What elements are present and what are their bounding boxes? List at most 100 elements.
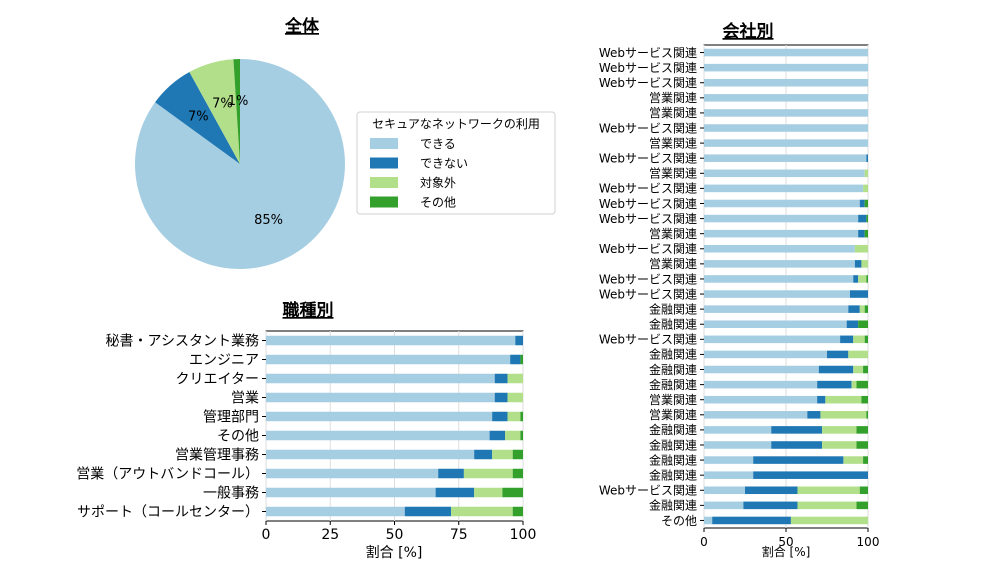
bar-segment (797, 486, 860, 495)
pie-labels: 85%7%7%1% (188, 94, 283, 228)
bar-segment (848, 350, 868, 359)
pie-value-label-0: 85% (254, 213, 283, 228)
overall-pie-chart: 全体 85%7%7%1% (135, 16, 346, 269)
category-label: 金融関連 (649, 317, 697, 332)
legend-swatch-2 (370, 177, 398, 188)
bar-segment (704, 260, 855, 268)
category-label: 営業関連 (649, 257, 697, 271)
category-label: その他 (217, 429, 259, 445)
bar-segment (704, 320, 847, 329)
bar-segment (704, 275, 854, 283)
bar-segment (848, 305, 860, 313)
bar-segment (856, 380, 868, 389)
bar-segment (704, 48, 868, 57)
bar-segment (820, 411, 867, 419)
bar-segment (822, 426, 857, 434)
bar-segment (797, 501, 857, 510)
category-label: 金融関連 (649, 452, 697, 467)
legend-title: セキュアなネットワークの利用 (372, 117, 540, 131)
bar-segment (704, 365, 819, 374)
bar-segment (266, 487, 436, 498)
category-label: 秘書・アシスタント業務 (106, 334, 259, 350)
pie-slice-0 (135, 59, 346, 269)
by-company-bar-chart: 会社別 Webサービス関連Webサービス関連Webサービス関連営業関連営業関連W… (599, 21, 880, 559)
bar-segment (704, 94, 868, 102)
category-label: 営業関連 (649, 106, 697, 120)
bar-segment (856, 426, 868, 434)
bar-segment (704, 305, 849, 313)
by-company-x-ticks: 0 50 100 (700, 528, 879, 549)
bar-segment (846, 320, 859, 329)
bar-segment (807, 411, 821, 419)
legend-swatch-3 (370, 196, 398, 208)
bar-segment (704, 471, 754, 479)
bar-segment (266, 335, 516, 346)
bar-segment (489, 430, 506, 441)
x-tick-label: 100 (510, 527, 537, 543)
bar-segment (510, 354, 521, 365)
bar-segment (520, 430, 523, 441)
bar-segment (859, 305, 865, 313)
pie-value-label-3: 1% (228, 94, 249, 109)
bar-segment (827, 350, 849, 359)
bar-segment (854, 244, 868, 253)
by-job-xlabel: 割合 [%] (366, 544, 423, 561)
category-label: 営業関連 (649, 227, 697, 241)
bar-segment (851, 380, 857, 389)
bar-segment (704, 395, 818, 404)
bar-segment (704, 516, 713, 525)
bar-segment (520, 411, 523, 422)
category-label: Webサービス関連 (599, 287, 697, 301)
bar-segment (474, 487, 503, 498)
bar-segment (854, 260, 862, 268)
bar-segment (817, 380, 852, 389)
bar-segment (858, 214, 867, 223)
bar-segment (864, 169, 868, 178)
bar-segment (507, 392, 523, 403)
bar-segment (858, 320, 868, 329)
bar-segment (866, 275, 868, 283)
bar-segment (507, 373, 523, 384)
category-label: クリエイター (176, 372, 259, 388)
bar-segment (866, 411, 868, 419)
legend-label-0: できる (420, 137, 456, 151)
bar-segment (435, 487, 475, 498)
category-label: 金融関連 (649, 362, 697, 377)
legend-swatch-0 (370, 138, 398, 149)
bar-segment (704, 109, 868, 117)
x-tick-label: 0 (700, 535, 708, 549)
category-label: 営業関連 (649, 136, 697, 150)
bar-segment (704, 486, 745, 495)
bar-segment (704, 290, 850, 298)
bar-segment (843, 456, 864, 464)
bar-segment (266, 430, 490, 441)
pie-value-label-2: 7% (212, 97, 233, 112)
category-label: Webサービス関連 (599, 61, 697, 75)
bar-segment (266, 468, 439, 479)
bar-segment (494, 373, 508, 384)
category-label: 金融関連 (649, 347, 697, 362)
bar-segment (704, 501, 744, 510)
bar-segment (512, 449, 523, 460)
bar-segment (704, 335, 841, 344)
bar-segment (704, 169, 865, 178)
bar-segment (825, 395, 862, 404)
bar-segment (858, 275, 867, 283)
bar-segment (818, 365, 854, 374)
category-label: 管理部門 (203, 410, 259, 426)
category-label: 金融関連 (649, 422, 697, 437)
bar-segment (704, 229, 859, 238)
bar-segment (704, 380, 818, 389)
by-company-bars (704, 48, 868, 525)
by-job-x-ticks: 0 25 50 75 100 (262, 521, 537, 543)
bar-segment (849, 290, 868, 298)
category-label: Webサービス関連 (599, 272, 697, 286)
by-job-bars (266, 335, 523, 517)
bar-segment (512, 506, 523, 517)
bar-segment (704, 124, 868, 132)
bar-segment (492, 411, 508, 422)
bar-segment (704, 184, 864, 193)
bar-segment (753, 471, 868, 479)
